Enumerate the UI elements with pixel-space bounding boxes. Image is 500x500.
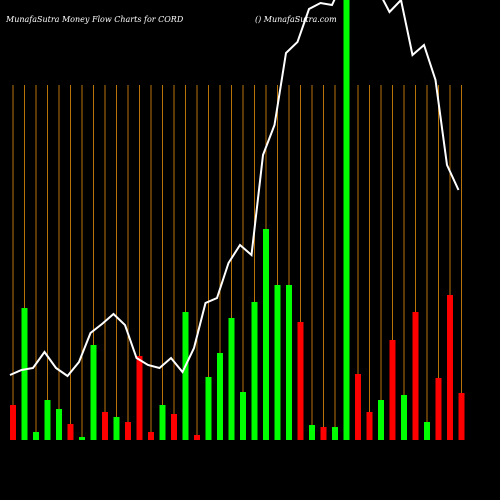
bar <box>67 424 74 440</box>
bar <box>320 427 327 440</box>
bar <box>412 312 419 440</box>
bar <box>136 356 143 440</box>
bar <box>44 400 51 440</box>
bar <box>194 435 200 440</box>
bar <box>309 425 315 440</box>
bar <box>435 378 442 440</box>
bar <box>263 229 269 440</box>
bar <box>424 422 430 440</box>
bar <box>355 374 361 440</box>
bar <box>79 437 85 440</box>
bar <box>217 353 223 440</box>
bar <box>10 405 16 440</box>
bar <box>171 414 177 440</box>
bar <box>332 427 338 440</box>
chart-subtitle: () MunafaSutra.com <box>255 15 337 24</box>
bar <box>113 417 120 440</box>
price-line <box>9 0 460 378</box>
chart-title: MunafaSutra Money Flow Charts for CORD <box>5 15 184 24</box>
bar <box>274 285 281 440</box>
bar <box>366 412 373 440</box>
bar <box>228 318 235 440</box>
bar <box>159 405 166 440</box>
bar <box>378 400 384 440</box>
bar <box>297 322 304 440</box>
bar <box>286 285 292 440</box>
bar <box>251 302 258 440</box>
bar <box>90 345 97 440</box>
bar <box>389 340 396 440</box>
bar <box>148 432 154 440</box>
bar <box>56 409 62 440</box>
bar <box>343 0 350 440</box>
bar <box>182 312 189 440</box>
bar <box>401 395 407 440</box>
bar <box>102 412 108 440</box>
bar <box>205 377 212 440</box>
bar <box>240 392 246 440</box>
bar <box>458 393 465 440</box>
bar <box>447 295 453 440</box>
bar <box>33 432 39 440</box>
bar <box>21 308 28 440</box>
bar <box>125 422 131 440</box>
